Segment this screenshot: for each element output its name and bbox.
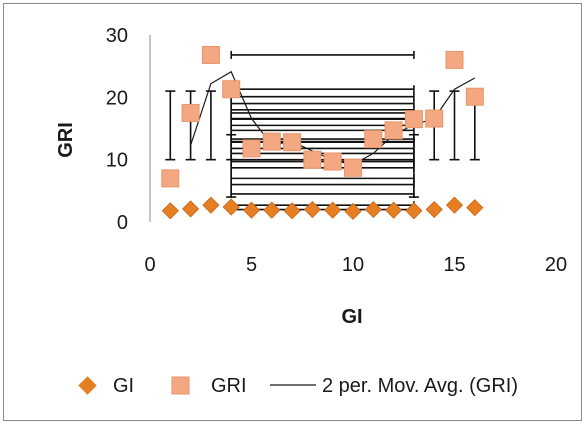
gi-point <box>182 200 200 218</box>
gi-point <box>425 200 443 219</box>
gri-point <box>323 152 342 171</box>
gi-point <box>385 201 403 219</box>
y-axis-title: GRI <box>55 122 77 158</box>
gi-point <box>364 200 382 219</box>
gri-point <box>283 133 302 152</box>
gri-point <box>242 139 261 158</box>
gri-point <box>445 50 464 69</box>
x-tick-label: 0 <box>144 254 155 276</box>
gri-point <box>181 103 200 122</box>
gri-point <box>262 132 281 151</box>
x-tick-label: 10 <box>342 254 364 276</box>
legend-gi-label: GI <box>113 375 134 397</box>
x-tick-label: 15 <box>443 254 465 276</box>
gi-point <box>242 201 261 219</box>
gi-point <box>445 196 464 214</box>
gi-point <box>263 201 281 219</box>
x-tick-label: 20 <box>545 254 567 276</box>
legend: GI GRI 2 per. Mov. Avg. (GRI) <box>78 375 518 397</box>
gri-point <box>425 109 444 128</box>
legend-gi-marker <box>78 376 97 395</box>
gi-point <box>283 202 301 220</box>
x-tick-labels: 0 5 10 15 20 <box>144 254 567 276</box>
gi-point <box>324 201 342 219</box>
gri-series-points <box>161 45 484 188</box>
gi-point <box>222 198 240 216</box>
y-tick-label: 10 <box>106 150 128 172</box>
y-tick-label: 20 <box>106 87 128 109</box>
gri-point <box>364 130 383 149</box>
x-axis-title: GI <box>341 306 362 328</box>
gri-point <box>384 121 403 140</box>
gi-point <box>405 202 423 220</box>
gri-point <box>303 150 322 169</box>
gri-point <box>404 110 423 129</box>
gi-point <box>161 202 179 220</box>
gi-point <box>202 196 220 214</box>
y-tick-label: 30 <box>106 25 128 47</box>
gri-point <box>201 45 220 64</box>
gi-point <box>466 199 484 217</box>
gi-series-points <box>161 196 484 220</box>
legend-gri-label: GRI <box>211 375 247 397</box>
vertical-error-bars <box>165 90 480 198</box>
x-tick-label: 5 <box>246 254 257 276</box>
gri-point <box>465 87 484 106</box>
gi-point <box>344 202 362 220</box>
gri-point <box>344 158 362 177</box>
gi-point <box>303 200 321 219</box>
y-tick-labels: 0 10 20 30 <box>106 25 128 234</box>
y-tick-label: 0 <box>117 212 128 234</box>
legend-gri-marker <box>171 376 190 395</box>
gri-point <box>161 169 180 188</box>
legend-moving-average-label: 2 per. Mov. Avg. (GRI) <box>322 375 518 397</box>
gri-point <box>222 80 241 99</box>
